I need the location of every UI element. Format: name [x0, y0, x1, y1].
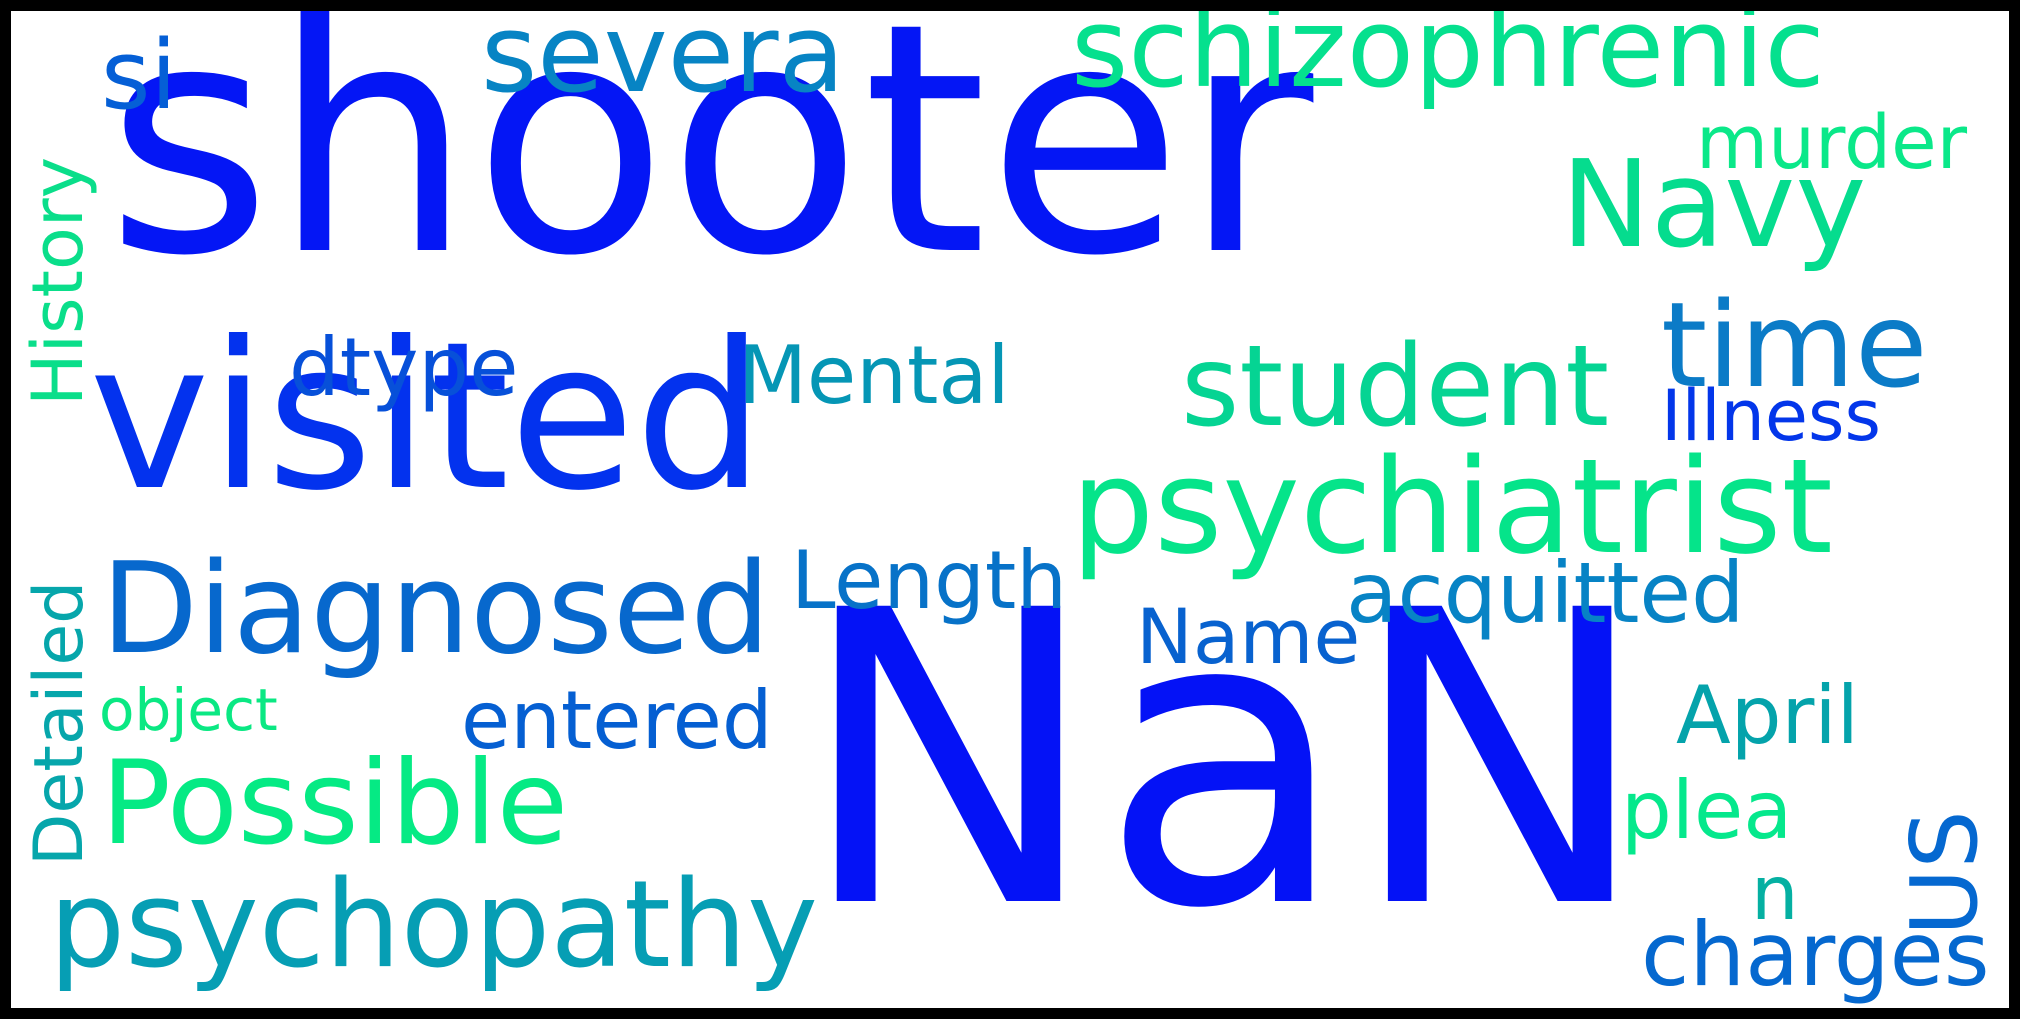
word-acquitted: acquitted	[1346, 544, 1745, 642]
word-possible: Possible	[101, 736, 569, 871]
word-student: student	[1181, 322, 1610, 452]
word-plea: plea	[1621, 764, 1793, 857]
word-visited: visited	[89, 299, 765, 536]
word-history: History	[17, 156, 99, 406]
word-dtype: dtype	[289, 321, 519, 414]
word-object: object	[99, 676, 278, 744]
word-april: April	[1676, 669, 1859, 762]
word-si: si	[101, 21, 177, 131]
word-shooter: shooter	[106, 11, 1314, 325]
word-navy: Navy	[1561, 136, 1867, 275]
word-detailed: Detailed	[20, 580, 99, 866]
word-charges: charges	[1641, 903, 1990, 1006]
word-illness: Illness	[1661, 375, 1881, 457]
word-name: Name	[1136, 592, 1361, 681]
word-entered: entered	[461, 674, 773, 767]
word-n: n	[1751, 849, 1799, 937]
word-mental: Mental	[738, 329, 1010, 422]
word-nan: NaN	[797, 525, 1652, 997]
word-psychiatrist: psychiatrist	[1071, 430, 1833, 583]
word-schizophrenic: schizophrenic	[1071, 11, 1825, 112]
word-cloud-canvas: shooter NaN visited severa si schizophre…	[11, 11, 2009, 1008]
word-murder: murder	[1696, 100, 1968, 186]
word-psychopathy: psychopathy	[49, 856, 818, 995]
word-time: time	[1661, 276, 1928, 414]
word-diagnosed: Diagnosed	[101, 535, 771, 682]
word-length: Length	[791, 534, 1067, 627]
word-severa: severa	[481, 11, 845, 117]
